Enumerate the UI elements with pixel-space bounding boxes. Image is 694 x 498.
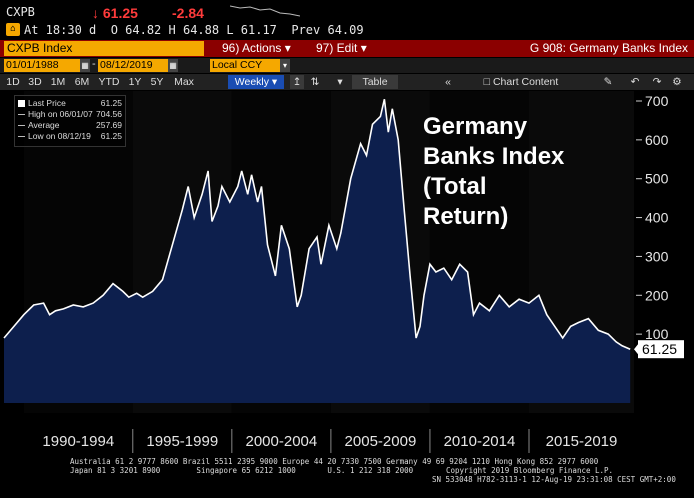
range-5y[interactable]: 5Y: [150, 76, 164, 88]
footer-copyright: Copyright 2019 Bloomberg Finance L.P.: [446, 466, 614, 475]
legend-swatch: [18, 136, 25, 137]
sparkline-icon: [230, 5, 300, 17]
range-1y[interactable]: 1Y: [128, 76, 142, 88]
legend-swatch: [18, 125, 25, 126]
x-axis-labels: 1990-1994 1995-1999 2000-2004 2005-2009 2010…: [42, 429, 617, 453]
chart-content-label: Chart Content: [492, 76, 559, 88]
legend-average: Average 257.69: [18, 120, 122, 131]
footer-phones-2: Japan 81 3 3201 8900 Singapore 65 6212 1…: [70, 466, 414, 475]
annotation-line: Banks Index: [423, 143, 565, 170]
chart-legend: Last Price 61.25 High on 06/01/07 704.56 A…: [14, 95, 126, 147]
legend-value: 61.25: [100, 98, 122, 108]
date-bar: 01/01/1988 ▦ - 08/12/2019 ▦ Local CCY ▾: [0, 58, 694, 73]
price-area: [4, 99, 631, 403]
price-line: [3, 99, 631, 350]
last-value-box: [638, 340, 684, 359]
calendar-icon[interactable]: ▦: [168, 59, 178, 72]
chart-content-button[interactable]: □ Chart Content: [478, 75, 564, 89]
line-chart-icon[interactable]: ↥: [290, 75, 304, 89]
annotation-line: (Total: [423, 173, 487, 200]
range-1d[interactable]: 1D: [6, 76, 20, 88]
x-tick-label: 2015-2019: [546, 433, 618, 450]
edit-icon[interactable]: ✎: [603, 76, 613, 88]
currency-select[interactable]: Local CCY: [210, 59, 280, 72]
x-tick-label: 1990-1994: [42, 433, 114, 450]
range-max[interactable]: Max: [174, 76, 194, 88]
settings-icon[interactable]: ⚙: [672, 76, 682, 88]
y-tick-label: 700: [645, 93, 669, 109]
quote-row: ⌂ At 18:30 d O 64.82 H 64.88 L 61.17 Prev…: [6, 23, 364, 37]
quote-open: O 64.82: [110, 23, 162, 37]
quote-time: At 18:30 d: [24, 23, 97, 37]
redo-icon[interactable]: ↷: [652, 76, 662, 88]
y-axis: 100 200 300 400 500 600 700: [636, 93, 669, 342]
function-title: G 908: Germany Banks Index: [529, 41, 688, 55]
end-date-input[interactable]: 08/12/2019: [98, 59, 168, 72]
x-tick-label: 1995-1999: [146, 433, 218, 450]
y-tick-label: 100: [645, 326, 669, 342]
quote-high: H 64.88: [168, 23, 220, 37]
legend-last-price: Last Price 61.25: [18, 98, 122, 109]
legend-value: 704.56: [96, 109, 122, 119]
collapse-icon[interactable]: «: [445, 76, 451, 88]
table-button[interactable]: Table: [352, 75, 398, 89]
annotation-line: Germany: [423, 113, 528, 140]
footer-phones: Australia 61 2 9777 8600 Brazil 5511 239…: [70, 457, 599, 466]
legend-label: Low on 08/12/19: [28, 131, 91, 141]
legend-low: Low on 08/12/19 61.25: [18, 131, 122, 142]
legend-swatch: [18, 100, 25, 107]
actions-menu[interactable]: 96) Actions ▾: [222, 41, 291, 55]
frequency-select[interactable]: Weekly ▾: [228, 75, 284, 89]
quote-low: L 61.17: [226, 23, 277, 37]
last-value-label: 61.25: [642, 341, 677, 357]
range-6m[interactable]: 6M: [74, 76, 90, 88]
chevron-down-icon[interactable]: ▾: [280, 59, 290, 72]
chevron-down-icon[interactable]: ▾: [337, 76, 343, 88]
bar-style-icon[interactable]: ⇅: [310, 76, 320, 88]
date-separator: -: [92, 58, 96, 70]
legend-label: Average: [28, 120, 60, 130]
ticker-header: CXPB ↓ 61.25 -2.84 ⌂ At 18:30 d O 64.82 H…: [0, 0, 694, 40]
y-tick-label: 200: [645, 287, 669, 303]
security-input[interactable]: CXPB Index: [4, 41, 204, 56]
y-tick-label: 300: [645, 248, 669, 264]
price-change: -2.84: [172, 5, 204, 21]
legend-value: 61.25: [100, 131, 122, 141]
x-tick-label: 2010-2014: [444, 433, 516, 450]
ticker-symbol: CXPB: [6, 5, 35, 19]
range-3d[interactable]: 3D: [28, 76, 42, 88]
y-tick-label: 600: [645, 132, 669, 148]
legend-high: High on 06/01/07 704.56: [18, 109, 122, 120]
range-1m[interactable]: 1M: [50, 76, 66, 88]
chart-annotation: Germany Banks Index (Total Return): [423, 112, 623, 232]
legend-swatch: [18, 114, 25, 115]
last-price: ↓ 61.25: [92, 5, 138, 21]
x-tick-label: 2000-2004: [245, 433, 317, 450]
last-value-pointer: [634, 344, 638, 355]
toolbar: 1D 3D 1M 6M YTD 1Y 5Y Max Weekly ▾ ↥ ⇅ ▾…: [0, 74, 694, 90]
quote-prev: Prev 64.09: [291, 23, 364, 37]
x-tick-label: 2005-2009: [345, 433, 417, 450]
y-tick-label: 400: [645, 210, 669, 226]
legend-label: Last Price: [28, 98, 66, 108]
calendar-icon[interactable]: ▦: [80, 59, 90, 72]
undo-icon[interactable]: ↶: [630, 76, 640, 88]
range-ytd[interactable]: YTD: [98, 76, 120, 88]
last-value-tag: 61.25: [634, 340, 684, 359]
annotation-line: Return): [423, 203, 509, 230]
start-date-input[interactable]: 01/01/1988: [4, 59, 80, 72]
legend-label: High on 06/01/07: [28, 109, 93, 119]
footer: Australia 61 2 9777 8600 Brazil 5511 239…: [0, 454, 694, 498]
footer-serial: SN 533048 H782-3113-1 12-Aug-19 23:31:08…: [432, 475, 676, 484]
alert-icon[interactable]: ⌂: [6, 23, 20, 36]
y-tick-label: 500: [645, 171, 669, 187]
chart-content-icon: □: [483, 76, 493, 88]
legend-value: 257.69: [96, 120, 122, 130]
edit-menu[interactable]: 97) Edit ▾: [316, 41, 367, 55]
command-bar: CXPB Index 96) Actions ▾ 97) Edit ▾ G 90…: [0, 40, 694, 57]
